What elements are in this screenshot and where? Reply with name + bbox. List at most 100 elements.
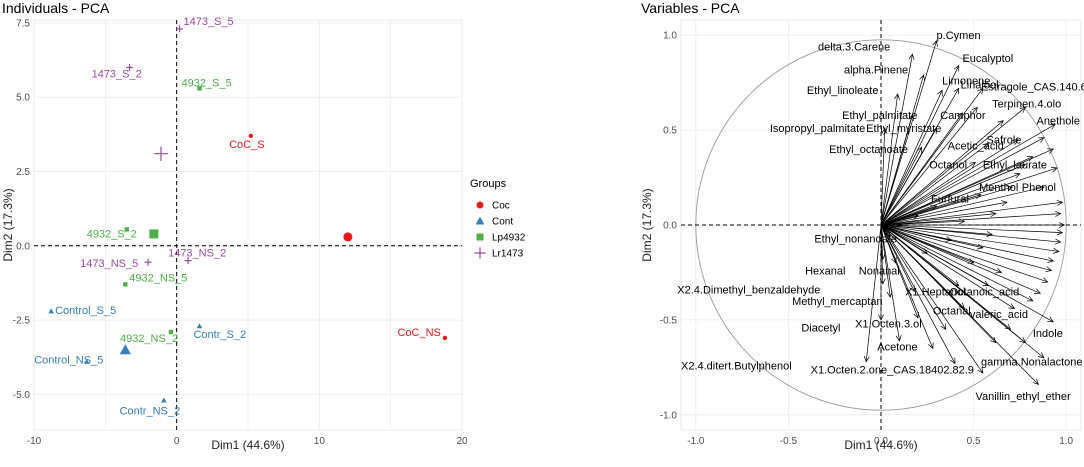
point-label-contr-ns-2: Contr_NS_2 — [120, 405, 181, 417]
group-centroid-cont — [119, 344, 131, 355]
arrow-camphor — [880, 112, 963, 226]
y-tick-label: -2.5 — [13, 316, 31, 327]
arrow-unlabeled-10 — [880, 224, 1041, 294]
variable-label-acetone: Acetone — [877, 341, 917, 353]
variable-label-p-cymen: p.Cymen — [937, 30, 981, 42]
y-tick-label: 5.0 — [16, 93, 30, 104]
x-tick-label: -1.0 — [687, 436, 705, 447]
variable-label-indole: Indole — [1033, 328, 1063, 340]
variable-label-octanol: Octanol — [929, 159, 967, 171]
arrow-unlabeled-22 — [880, 218, 966, 226]
legend-label-coc: Coc — [492, 201, 510, 212]
variable-label-octanoic-acid: Octanoic_acid — [950, 286, 1020, 298]
arrow-indole — [880, 224, 1054, 323]
legend-entries: Coc Cont Lp4932 Lr1473 — [474, 201, 526, 260]
arrow-unlabeled-4 — [880, 224, 1064, 236]
x-tick-label: 0 — [174, 436, 180, 447]
variable-label-nonanal: Nonanal — [859, 266, 900, 278]
point-1473-ns-2 — [184, 257, 192, 265]
arrow-unlabeled-30 — [880, 224, 984, 374]
individuals-chart-title: Individuals - PCA — [2, 0, 110, 16]
arrow-terpinen-4-olo — [880, 106, 1027, 226]
arrow-unlabeled-15 — [880, 156, 1034, 226]
y-tick-label: 2.5 — [16, 167, 30, 178]
legend-title: Groups — [470, 178, 507, 190]
legend-entry-lr1473: Lr1473 — [474, 247, 524, 260]
point-label-1473-s-5: 1473_S_5 — [184, 16, 234, 28]
variable-label-x1-octen-2-one-cas-18402-82-9: X1.Octen.2.one_CAS.18402.82.9 — [811, 364, 974, 376]
variable-label-estragole-cas-140-67-0: Estragole_CAS.140.67.0 — [981, 81, 1084, 93]
variable-label-octanal: Octanal — [933, 305, 971, 317]
point-1473-ns-5 — [144, 258, 152, 266]
legend-entry-lp4932: Lp4932 — [476, 233, 526, 244]
individuals-point-labels: CoC_S CoC_NS Control_S_5 Contr_S_2 Control_N… — [34, 16, 441, 417]
legend-entry-cont: Cont — [475, 217, 513, 228]
variable-label-hexanal: Hexanal — [805, 266, 845, 278]
variable-label-eucalyptol: Eucalyptol — [962, 53, 1013, 65]
y-tick-label: -1.0 — [660, 410, 678, 421]
point-label-control-ns-5: Control_NS_5 — [34, 355, 103, 367]
variable-label-x1-heptanol: X1.Heptanol — [905, 286, 966, 298]
legend-label-lp4932: Lp4932 — [492, 233, 526, 244]
arrow-unlabeled-25 — [880, 224, 928, 254]
variable-label-vanillin-ethyl-ether: Vanillin_ethyl_ether — [975, 391, 1071, 403]
arrow-unlabeled-3 — [881, 222, 1066, 228]
arrow-octanol — [880, 161, 977, 226]
legend-label-lr1473: Lr1473 — [492, 249, 524, 260]
group-centroid-lp4932 — [149, 229, 159, 239]
y-tick-label: 0.5 — [663, 126, 677, 137]
variables-y-axis-label: Dim2 (17.3%) — [640, 188, 654, 261]
point-label-1473-ns-5: 1473_NS_5 — [80, 258, 138, 270]
arrow-acetic-acid — [880, 142, 990, 226]
point-coc-s — [248, 133, 254, 139]
x-tick-label: 10 — [314, 436, 326, 447]
variable-label-isopropyl-palmitate: Isopropyl_palmitate — [770, 123, 865, 135]
groups-legend: Groups Coc Cont Lp4932 Lr1473 — [470, 178, 526, 260]
variable-label-phenol: Phenol — [1022, 182, 1056, 194]
individuals-points — [48, 25, 448, 403]
variable-label-ethyl-octanoate: Ethyl_octanoate — [829, 144, 908, 156]
variables-pca-panel: Variables - PCA -1.0 -0.5 0.0 0.5 1.0 -1.0 -0.… — [640, 0, 1084, 452]
x-tick-label: 0.0 — [874, 436, 888, 447]
variable-label-x2-4-ditert-butylphenol: X2.4.ditert.Butylphenol — [681, 360, 792, 372]
variable-label-ethyl-palmitate: Ethyl_palmitate — [842, 110, 917, 122]
arrow-unlabeled-6 — [880, 224, 1060, 254]
arrow-ethyl-laurate — [880, 163, 1027, 226]
legend-entry-coc: Coc — [476, 201, 510, 212]
point-1473-s-5 — [176, 25, 184, 33]
point-1473-s-2 — [126, 64, 134, 72]
arrow-unlabeled-18 — [880, 211, 997, 226]
point-label-1473-ns-2: 1473_NS_2 — [168, 248, 226, 260]
arrow-safrole — [880, 139, 1019, 226]
point-label-4932-s-5: 4932_S_5 — [181, 77, 231, 89]
arrow-unlabeled-2 — [880, 211, 1062, 226]
arrow-unlabeled-16 — [880, 172, 1021, 226]
variable-label-ethyl-linoleate: Ethyl_linoleate — [807, 85, 879, 97]
arrow-unlabeled-8 — [880, 224, 1053, 273]
arrow-unlabeled-29 — [880, 224, 997, 344]
variable-label-terpinen-4-olo: Terpinen.4.olo — [992, 99, 1061, 111]
legend-label-cont: Cont — [492, 217, 513, 228]
individuals-x-axis-label: Dim1 (44.6%) — [211, 438, 284, 452]
point-label-4932-s-2: 4932_S_2 — [87, 228, 137, 240]
x-tick-label: -0.5 — [780, 436, 798, 447]
arrow-unlabeled-34 — [880, 224, 915, 293]
variable-label-acetic-acid: Acetic_acid — [948, 140, 1004, 152]
arrow-eucalyptol — [880, 64, 960, 226]
arrow-unlabeled-27 — [880, 224, 1003, 274]
variable-label-safrole: Safrole — [987, 135, 1022, 147]
legend-key-lr1473 — [474, 247, 486, 259]
arrow-x2-4-ditert-butylphenol — [863, 224, 882, 363]
point-4932-ns-2 — [168, 329, 174, 335]
arrow-unlabeled-1 — [880, 199, 1064, 226]
variable-label-linalool: Linalool — [961, 80, 999, 92]
group-centroid-coc — [343, 232, 353, 242]
arrow-ethyl-myristate — [880, 127, 937, 226]
y-tick-label: -5.0 — [13, 390, 31, 401]
arrow-p-cymen — [880, 40, 938, 226]
point-4932-s-5 — [197, 86, 202, 91]
variable-label-ethyl-laurate: Ethyl_laurate — [983, 159, 1047, 171]
point-label-4932-ns-2: 4932_NS_2 — [120, 333, 178, 345]
